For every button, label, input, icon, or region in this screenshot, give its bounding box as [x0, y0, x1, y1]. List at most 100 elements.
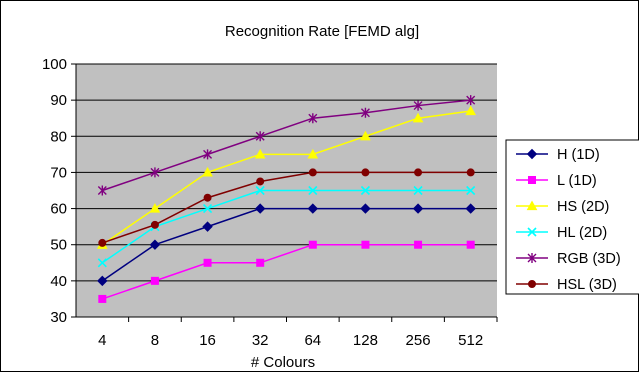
data-point	[413, 185, 423, 196]
data-point	[466, 240, 475, 249]
data-point	[150, 220, 159, 229]
x-tick-label: 256	[406, 332, 431, 349]
legend-label: HSL (3D)	[557, 277, 617, 293]
chart-title: Recognition Rate [FEMD alg]	[225, 23, 419, 40]
series-l-1d	[98, 240, 475, 303]
y-tick-label: 70	[50, 164, 67, 181]
data-point	[202, 166, 213, 177]
y-tick-label: 60	[50, 201, 67, 218]
data-point	[308, 168, 317, 177]
series-line	[101, 189, 471, 264]
data-point	[307, 148, 319, 159]
series-hs-2d	[96, 105, 477, 249]
data-point	[307, 203, 319, 214]
data-point	[465, 105, 477, 116]
series-line	[102, 99, 471, 192]
x-tick-label: 64	[304, 332, 321, 349]
data-point	[526, 148, 538, 160]
legend: H (1D) L (1D) HS (2D) HL (2D) RGB (3D) HSL (3…	[505, 139, 639, 295]
data-point	[150, 167, 160, 178]
data-point	[360, 203, 371, 214]
data-point	[412, 112, 424, 123]
axes	[75, 64, 498, 322]
data-point	[466, 95, 476, 106]
data-point	[97, 185, 107, 196]
data-point	[97, 258, 107, 268]
data-point	[361, 240, 370, 249]
data-point	[202, 221, 213, 232]
legend-item: L (1D)	[516, 173, 597, 189]
legend-item: HSL (3D)	[516, 277, 617, 293]
series-rgb-3d	[97, 95, 476, 196]
data-point	[528, 280, 536, 288]
data-point	[254, 148, 266, 159]
data-point	[255, 131, 265, 142]
x-tick-labels: 4 8 16 32 64 128 256 512	[98, 332, 483, 349]
data-point	[98, 238, 107, 247]
series-h-1d	[97, 203, 476, 287]
x-tick-label: 8	[151, 332, 159, 349]
series-hl-2d	[97, 185, 476, 268]
legend-label: RGB (3D)	[557, 251, 621, 267]
data-point	[412, 203, 424, 214]
legend-label: L (1D)	[557, 173, 597, 189]
y-tick-label: 90	[50, 92, 67, 109]
series-line	[102, 243, 471, 300]
y-tick-label: 30	[50, 309, 67, 326]
data-point	[256, 258, 265, 267]
data-point	[308, 113, 318, 124]
data-point	[203, 258, 212, 267]
x-tick-label: 4	[98, 332, 106, 349]
x-axis-title: # Colours	[251, 354, 315, 371]
y-tick-label: 80	[50, 128, 67, 145]
legend-item: HL (2D)	[516, 225, 607, 241]
legend-item: H (1D)	[516, 147, 600, 163]
data-point	[149, 203, 161, 213]
data-point	[527, 253, 537, 263]
data-point	[527, 227, 537, 237]
series-line	[102, 171, 471, 244]
data-point	[308, 240, 317, 249]
legend-label: HL (2D)	[557, 225, 607, 241]
series-hsl-3d	[98, 168, 475, 247]
legend-label: H (1D)	[557, 147, 600, 163]
data-point	[149, 239, 161, 250]
data-point	[255, 185, 265, 196]
series-line	[101, 110, 471, 246]
data-point	[98, 294, 107, 303]
data-point	[203, 193, 212, 202]
y-tick-label: 50	[50, 237, 67, 254]
data-point	[361, 168, 370, 177]
y-tick-label: 40	[50, 273, 67, 290]
data-point	[202, 204, 213, 214]
x-tick-label: 16	[199, 332, 216, 349]
data-point	[203, 149, 213, 160]
legend-item: RGB (3D)	[516, 251, 621, 267]
legend-item: HS (2D)	[516, 199, 609, 215]
data-point	[466, 168, 475, 177]
x-tick-label: 512	[458, 332, 483, 349]
data-point	[360, 185, 371, 196]
series-line	[101, 207, 471, 282]
data-point	[413, 100, 423, 111]
data-point	[360, 130, 371, 141]
data-point	[308, 185, 318, 196]
data-point	[150, 276, 159, 285]
y-tick-labels: 30 40 50 60 70 80 90 100	[42, 56, 67, 326]
series-group	[96, 95, 477, 303]
data-point	[254, 203, 266, 214]
data-point	[414, 168, 423, 177]
legend-box	[505, 139, 639, 295]
data-point	[526, 200, 538, 211]
x-tick-label: 128	[353, 332, 378, 349]
data-point	[414, 240, 423, 249]
data-point	[360, 107, 370, 118]
data-point	[256, 177, 265, 186]
y-tick-label: 100	[42, 56, 67, 73]
legend-label: HS (2D)	[557, 199, 609, 215]
data-point	[528, 176, 536, 184]
data-point	[465, 203, 476, 214]
data-point	[97, 275, 108, 287]
